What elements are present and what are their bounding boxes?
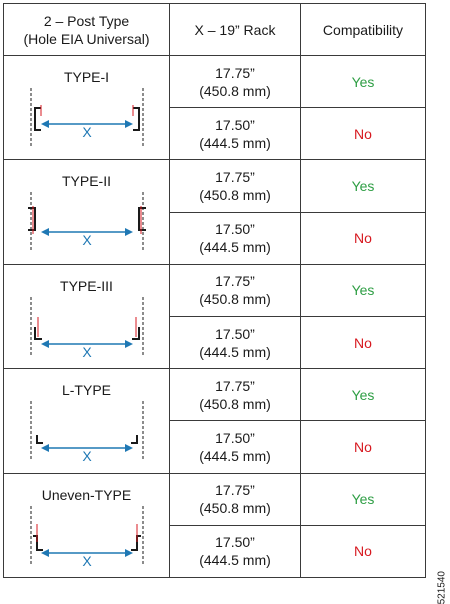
- compatibility-no: No: [300, 211, 426, 265]
- table-row: TYPE-III X 17.75” (450.8 mm) Yes: [3, 263, 426, 370]
- rack-width-cell: 17.75” (450.8 mm): [169, 263, 301, 317]
- rack-diagram-uneven-type: X: [30, 505, 143, 569]
- dimension-arrow-left: [40, 444, 49, 453]
- post-type-name: TYPE-III: [60, 277, 113, 294]
- header-post-type-line2: (Hole EIA Universal): [23, 30, 150, 47]
- dimension-arrow-left: [40, 339, 49, 348]
- rack-width-cell: 17.50” (444.5 mm): [169, 315, 301, 370]
- rack-width-mm: (444.5 mm): [199, 239, 271, 256]
- compatibility-yes: Yes: [300, 54, 426, 109]
- rack-width-cell: 17.50” (444.5 mm): [169, 107, 301, 161]
- rack-width-cell: 17.75” (450.8 mm): [169, 472, 301, 526]
- post-type-cell: TYPE-II X: [3, 159, 170, 265]
- post-right: [130, 435, 138, 445]
- post-type-cell: TYPE-III X: [3, 263, 170, 370]
- table-row: L-TYPE X 17.75” (450.8 mm) Yes: [3, 368, 426, 474]
- compatibility-no: No: [300, 107, 426, 161]
- rack-width-inches: 17.75”: [215, 168, 255, 185]
- post-type-name: TYPE-I: [63, 69, 110, 85]
- header-post-type-line1: 2 – Post Type: [43, 12, 130, 29]
- compatibility-no: No: [300, 420, 426, 474]
- rack-width-inches: 17.50”: [215, 534, 255, 551]
- rack-width-mm: (450.8 mm): [199, 186, 271, 203]
- rack-width-cell: 17.50” (444.5 mm): [169, 420, 301, 474]
- dimension-arrow-left: [40, 548, 49, 557]
- dimension-arrow-left: [40, 120, 49, 128]
- rack-compatibility-table: 2 – Post Type (Hole EIA Universal) X – 1…: [3, 3, 426, 579]
- rack-diagram-type-iii: X: [30, 296, 143, 360]
- table-body: TYPE-I X 17.75” (450.8 mm) Yes 17.50” (444.5 m…: [3, 54, 426, 579]
- rack-width-cell: 17.50” (444.5 mm): [169, 524, 301, 579]
- post-type-name: Uneven-TYPE: [41, 486, 132, 503]
- rack-width-mm: (444.5 mm): [199, 447, 271, 464]
- rack-width-cell: 17.75” (450.8 mm): [169, 54, 301, 109]
- dimension-arrow-right: [124, 228, 133, 237]
- compatibility-yes: Yes: [300, 472, 426, 526]
- dimension-label: X: [82, 344, 92, 360]
- dimension-label: X: [82, 124, 92, 140]
- rack-diagram-type-ii: X: [27, 192, 146, 251]
- table-row: Uneven-TYPE X 17.75” (450.8 mm) Yes: [3, 472, 426, 578]
- rack-width-mm: (444.5 mm): [199, 134, 271, 151]
- post-type-name: TYPE-II: [61, 173, 111, 190]
- rack-width-mm: (450.8 mm): [199, 291, 271, 308]
- table-row: TYPE-I X 17.75” (450.8 mm) Yes: [3, 54, 426, 161]
- post-left: [35, 435, 43, 445]
- dimension-label: X: [82, 448, 92, 464]
- rack-width-inches: 17.50”: [215, 116, 255, 133]
- compatibility-no: No: [300, 315, 426, 370]
- dimension-arrow-right: [124, 548, 133, 557]
- dimension-arrow-right: [124, 444, 133, 453]
- header-compatibility: Compatibility: [300, 3, 426, 56]
- post-type-cell: L-TYPE X: [3, 368, 170, 474]
- compatibility-yes: Yes: [300, 368, 426, 422]
- header-post-type: 2 – Post Type (Hole EIA Universal): [3, 3, 170, 56]
- post-left: [32, 534, 43, 551]
- post-type-name: L-TYPE: [61, 382, 111, 399]
- post-right: [130, 534, 141, 551]
- compatibility-no: No: [300, 524, 426, 579]
- rack-width-mm: (450.8 mm): [199, 395, 271, 412]
- rack-diagram-type-i: X: [30, 88, 143, 146]
- post-left: [33, 326, 42, 340]
- rack-width-cell: 17.75” (450.8 mm): [169, 159, 301, 213]
- table-row: 17.50” (444.5 mm) No: [4, 107, 426, 161]
- post-type-cell: Uneven-TYPE X: [3, 472, 170, 578]
- figure-id: 521540: [436, 571, 447, 604]
- post-right: [131, 326, 140, 340]
- post-right: [137, 207, 146, 232]
- dimension-arrow-left: [40, 228, 49, 237]
- rack-width-cell: 17.50” (444.5 mm): [169, 211, 301, 265]
- rack-width-inches: 17.50”: [215, 221, 255, 238]
- dimension-label: X: [82, 553, 92, 569]
- post-left: [33, 107, 41, 131]
- dimension-arrow-right: [124, 120, 133, 128]
- rack-width-inches: 17.75”: [215, 377, 255, 394]
- post-type-cell: TYPE-I X: [3, 54, 170, 161]
- dimension-arrow-right: [124, 339, 133, 348]
- compatibility-yes: Yes: [300, 159, 426, 213]
- header-rack: X – 19” Rack: [169, 3, 301, 56]
- compatibility-yes: Yes: [300, 263, 426, 317]
- dimension-label: X: [82, 232, 92, 248]
- rack-width-mm: (450.8 mm): [199, 500, 271, 517]
- table-row: TYPE-II X 17.75” (450.8 mm) Yes: [3, 159, 426, 265]
- table-row: 17.50” (444.5 mm) No: [4, 315, 426, 370]
- header-row: 2 – Post Type (Hole EIA Universal) X – 1…: [3, 3, 426, 56]
- rack-width-mm: (444.5 mm): [199, 552, 271, 569]
- rack-width-inches: 17.75”: [215, 64, 255, 81]
- table-row: 17.50” (444.5 mm) No: [4, 420, 426, 474]
- rack-width-inches: 17.75”: [215, 482, 255, 499]
- table-row: 17.50” (444.5 mm) No: [4, 211, 426, 265]
- rack-width-mm: (450.8 mm): [199, 82, 271, 99]
- rack-diagram-l-type: X: [30, 401, 143, 464]
- rack-width-mm: (444.5 mm): [199, 343, 271, 360]
- rack-width-inches: 17.75”: [215, 273, 255, 290]
- rack-width-inches: 17.50”: [215, 429, 255, 446]
- rack-width-cell: 17.75” (450.8 mm): [169, 368, 301, 422]
- post-right: [132, 107, 140, 131]
- post-left: [27, 207, 36, 232]
- rack-width-inches: 17.50”: [215, 325, 255, 342]
- table-row: 17.50” (444.5 mm) No: [4, 524, 426, 579]
